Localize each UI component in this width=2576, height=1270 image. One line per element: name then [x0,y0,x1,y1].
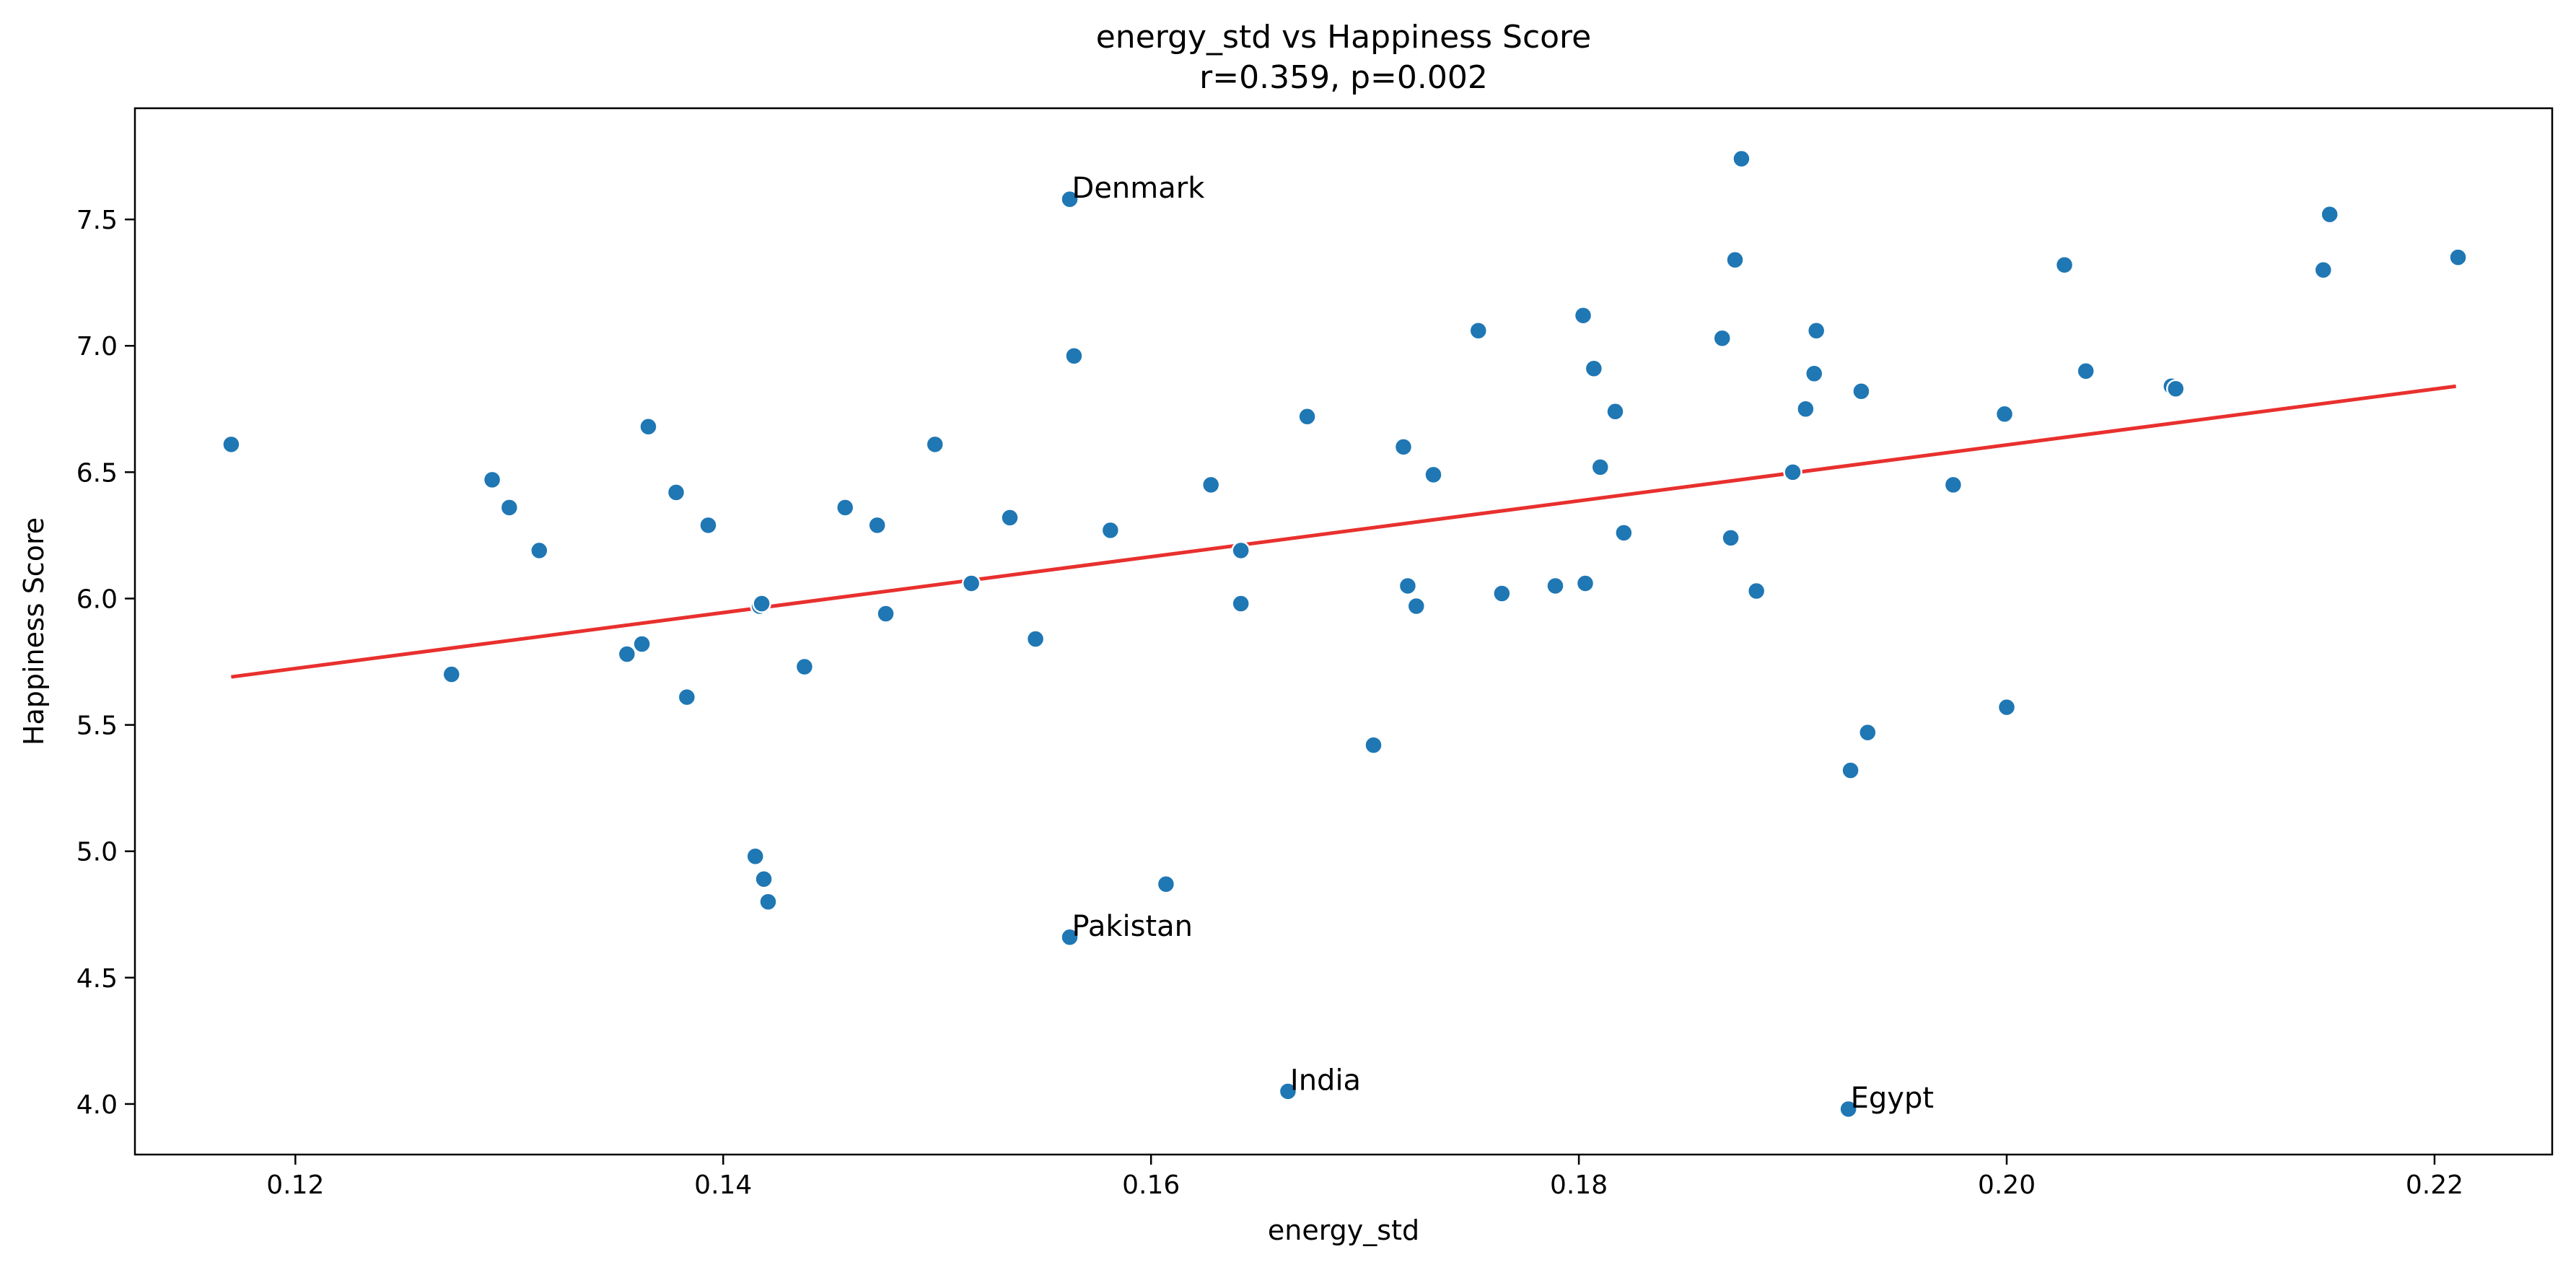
y-tick-label: 4.5 [76,964,118,994]
data-point [747,848,764,865]
data-point [1805,365,1823,382]
data-point [2167,380,2184,398]
plot-frame [135,108,2552,1155]
data-point [667,483,685,501]
data-point [1714,330,1731,347]
data-point [1399,577,1416,595]
x-tick-label: 0.14 [694,1170,752,1200]
point-label: Egypt [1851,1082,1934,1115]
data-point [700,517,717,534]
data-point [755,870,773,888]
data-point [443,666,460,683]
point-label: Denmark [1072,172,1206,205]
y-tick-label: 6.0 [76,584,118,614]
point-label: India [1290,1064,1361,1097]
data-point [869,517,886,534]
data-point [1998,698,2015,716]
data-point [1202,476,1219,494]
y-tick-label: 7.5 [76,206,118,235]
data-point [1027,631,1044,648]
data-point [1408,597,1425,615]
data-point [1065,347,1082,364]
data-point [2450,249,2467,266]
y-tick-label: 5.5 [76,711,118,741]
data-point [1232,595,1250,612]
data-point [1607,403,1624,420]
chart-title: energy_std vs Happiness Score [1096,19,1592,56]
data-point [877,605,895,622]
data-point [2056,256,2073,273]
data-point [640,418,657,435]
y-axis-label: Happiness Score [18,517,50,745]
x-tick-label: 0.18 [1550,1170,1608,1200]
regression-line [231,386,2455,677]
point-label: Pakistan [1072,910,1193,943]
data-point [1852,382,1870,400]
data-point [1615,524,1632,541]
data-point [1577,574,1594,592]
data-point [618,646,636,663]
data-point [1592,458,1609,476]
y-tick-label: 4.0 [76,1090,118,1120]
data-point [2321,206,2339,223]
data-point [530,542,548,559]
y-tick-label: 5.0 [76,838,118,867]
data-point [1002,509,1019,526]
data-point [1996,406,2013,423]
data-point [501,499,518,516]
data-point [1425,466,1442,483]
data-point [1732,150,1750,167]
data-point [1808,322,1825,339]
data-point [1299,408,1316,425]
data-point [1748,582,1765,600]
data-point [796,658,813,675]
data-point [222,436,240,453]
data-point [1784,463,1802,481]
data-point [1102,522,1119,539]
data-point [1574,307,1592,324]
data-point [1722,529,1740,546]
data-point [1727,251,1744,268]
data-point [1232,542,1250,559]
x-tick-label: 0.20 [1978,1170,2036,1200]
data-point [1493,584,1510,602]
y-axis-ticks: 4.0 4.5 5.0 5.5 6.0 6.5 7.0 7.5 [76,206,135,1120]
data-point [963,574,980,592]
chart-subtitle: r=0.359, p=0.002 [1199,59,1488,96]
y-tick-label: 7.0 [76,332,118,362]
data-point [1470,322,1487,339]
data-point [1859,724,1876,741]
x-tick-label: 0.22 [2406,1170,2463,1200]
data-point [760,893,777,911]
data-point [836,499,854,516]
data-point [1842,762,1859,779]
data-point [1365,737,1383,754]
data-point [1157,875,1175,893]
data-point [483,471,501,489]
data-point [678,688,696,706]
data-point [2077,362,2095,380]
data-point [2315,261,2332,279]
data-point [926,436,944,453]
x-tick-label: 0.12 [266,1170,324,1200]
data-point [753,595,771,612]
data-point [1585,360,1603,377]
data-point [1797,400,1814,418]
x-axis-label: energy_std [1268,1214,1419,1246]
x-tick-label: 0.16 [1122,1170,1180,1200]
point-annotations: Denmark Pakistan India Egypt [1072,172,1935,1115]
data-point [634,636,651,653]
data-point [1395,438,1412,455]
data-point [1945,476,1962,494]
y-tick-label: 6.5 [76,458,118,488]
x-axis-ticks: 0.12 0.14 0.16 0.18 0.20 0.22 [266,1155,2463,1200]
data-point [1546,577,1564,595]
plot-area: 0.12 0.14 0.16 0.18 0.20 0.22 4.0 4.5 5.0 5.5 6.0… [76,108,2552,1200]
